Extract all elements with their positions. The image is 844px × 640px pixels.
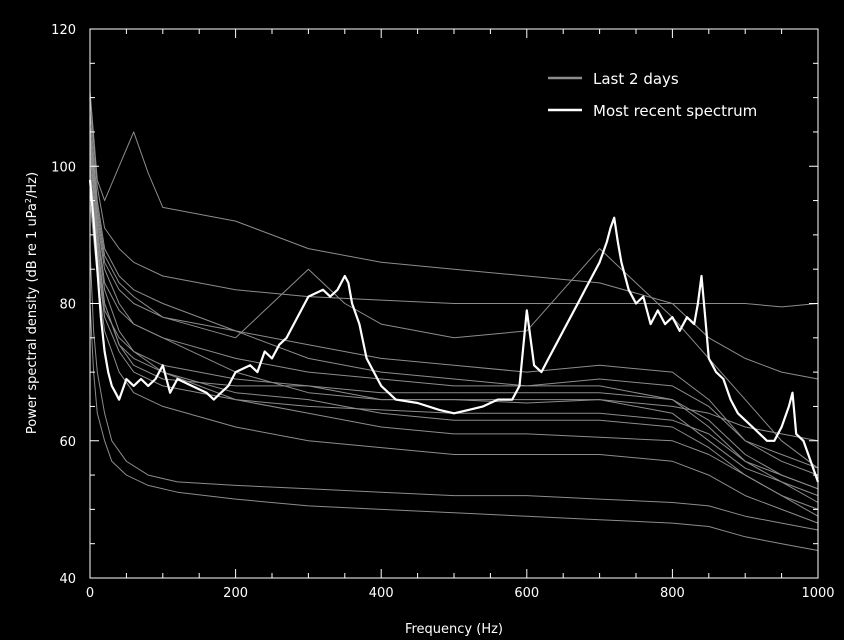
legend-label-last-2-days: Last 2 days	[593, 70, 679, 88]
axis-tick-labels: 0 200 400 600 800 1000 40 60 80 100 120	[51, 23, 834, 601]
y-tick-label: 80	[59, 298, 76, 313]
most-recent-spectrum-line	[88, 179, 820, 483]
y-axis-title-superscript: 2	[24, 198, 33, 203]
last-2-days-line-4	[89, 111, 819, 490]
y-axis-title-tail: /Hz)	[25, 172, 40, 198]
x-tick-label: 600	[514, 586, 539, 601]
y-axis-title: Power spectral density (dB re 1 uPa2/Hz)	[24, 172, 40, 434]
last-2-days-line-5	[89, 97, 819, 308]
last-2-days-line-7	[89, 152, 819, 517]
x-axis-title: Frequency (Hz)	[405, 622, 503, 637]
axis-ticks	[89, 28, 819, 579]
last-2-days-line-11	[89, 166, 819, 490]
last-2-days-line-3	[89, 131, 819, 497]
y-tick-label: 60	[59, 435, 76, 450]
last-2-days-line-9	[89, 138, 819, 476]
y-tick-label: 120	[51, 23, 76, 38]
x-tick-label: 1000	[801, 586, 834, 601]
y-tick-label: 40	[59, 572, 76, 587]
y-tick-label: 100	[51, 160, 76, 175]
last-2-days-line-8	[89, 200, 819, 524]
last-2-days-line-14	[89, 173, 819, 442]
y-axis-title-main: Power spectral density (dB re 1 uPa	[25, 203, 40, 434]
last-2-days-line-0	[89, 303, 819, 551]
x-tick-label: 800	[660, 586, 685, 601]
x-tick-label: 200	[223, 586, 248, 601]
legend-label-most-recent: Most recent spectrum	[593, 102, 757, 120]
legend: Last 2 days Most recent spectrum	[548, 70, 757, 120]
last-2-days-line-12	[89, 186, 819, 503]
last-2-days-line-6	[89, 90, 819, 380]
x-tick-label: 0	[86, 586, 94, 601]
x-tick-label: 400	[369, 586, 394, 601]
last-2-days-line-1	[89, 248, 819, 531]
series-layer	[88, 90, 820, 551]
